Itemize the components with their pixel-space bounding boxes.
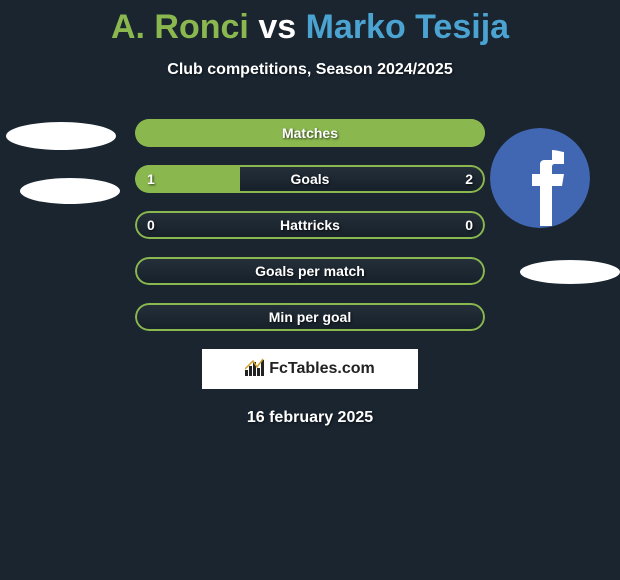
stat-value-right: 2 [465,171,473,187]
facebook-share-button[interactable] [490,128,590,228]
player2-avatar-placeholder [520,260,620,284]
stat-row: Min per goal [135,303,485,331]
stat-row: Matches [135,119,485,147]
player2-name: Marko Tesija [306,8,509,46]
stat-label: Goals [291,171,330,187]
stat-row: 0 0 Hattricks [135,211,485,239]
stat-row: 1 2 Goals [135,165,485,193]
stat-label: Goals per match [255,263,365,279]
fctables-logo[interactable]: FcTables.com [202,349,418,389]
stat-row: Goals per match [135,257,485,285]
stat-label: Min per goal [269,309,351,325]
logo-text: FcTables.com [269,360,375,378]
player1-avatar-placeholder-2 [20,178,120,204]
stat-value-left: 1 [147,171,155,187]
stat-value-left: 0 [147,217,155,233]
player1-name: A. Ronci [111,8,249,46]
subtitle: Club competitions, Season 2024/2025 [0,61,620,79]
stat-value-right: 0 [465,217,473,233]
stat-label: Matches [282,125,338,141]
chart-icon [245,358,265,381]
stat-label: Hattricks [280,217,340,233]
stats-container: Matches 1 2 Goals 0 0 Hattricks Goals per match… [135,119,485,331]
date-text: 16 february 2025 [0,409,620,427]
vs-text: vs [258,8,296,46]
page-title: A. Ronci vs Marko Tesija [0,0,620,47]
player1-avatar-placeholder [6,122,116,150]
